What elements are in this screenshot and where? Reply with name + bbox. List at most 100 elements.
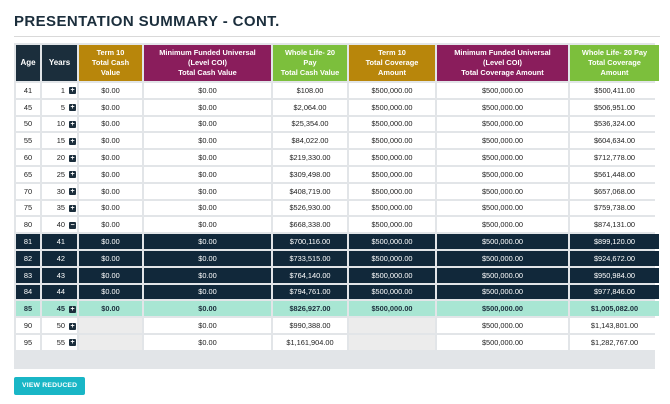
cell-age: 90: [16, 318, 40, 333]
cell-whole-life-coverage: $500,411.00: [570, 83, 659, 98]
expand-icon[interactable]: +: [69, 104, 76, 112]
cell-term10-cash-value: $0.00: [79, 200, 142, 216]
cell-age: 60: [16, 150, 40, 165]
expand-icon[interactable]: +: [69, 339, 76, 347]
cell-term10-cash-value: $0.00: [79, 183, 142, 199]
cell-whole-life-coverage: $712,778.00: [570, 150, 659, 165]
year-value: 30: [56, 186, 65, 196]
expand-icon[interactable]: +: [69, 137, 76, 145]
cell-age: 85: [16, 301, 40, 317]
cell-whole-life-cash-value: $526,930.00: [273, 200, 347, 216]
cell-term10-cash-value: [79, 334, 142, 350]
cell-age: 81: [16, 234, 40, 249]
cell-whole-life-coverage: $924,672.00: [570, 250, 659, 266]
table-row: 83 43 $0.00 $0.00 $764,140.00 $500,000.00 $500…: [16, 267, 659, 283]
cell-whole-life-cash-value: $219,330.00: [273, 150, 347, 165]
cell-age: 41: [16, 83, 40, 98]
table-row: 95 55 + $0.00 $1,161,904.00 $500,000.00 $1,282…: [16, 334, 659, 350]
expand-icon[interactable]: +: [69, 322, 76, 330]
year-value: 15: [56, 136, 65, 146]
cell-age: 55: [16, 133, 40, 149]
table-row: 50 10 + $0.00 $0.00 $25,354.00 $500,000.00 $500…: [16, 116, 659, 132]
expand-icon[interactable]: +: [69, 87, 76, 95]
cell-mfu-coverage: $500,000.00: [437, 301, 568, 317]
cell-age: 50: [16, 116, 40, 132]
cell-term10-cash-value: $0.00: [79, 83, 142, 98]
cell-mfu-coverage: $500,000.00: [437, 318, 568, 333]
cell-whole-life-cash-value: $733,515.00: [273, 250, 347, 266]
cell-mfu-cash-value: $0.00: [144, 250, 271, 266]
year-value: 25: [56, 169, 65, 179]
cell-term10-coverage: $500,000.00: [349, 250, 435, 266]
table-row: 55 15 + $0.00 $0.00 $84,022.00 $500,000.00 $500…: [16, 133, 659, 149]
cell-year: 41: [42, 234, 77, 249]
cell-whole-life-cash-value: $108.00: [273, 83, 347, 98]
cell-whole-life-cash-value: $700,116.00: [273, 234, 347, 249]
cell-age: 65: [16, 166, 40, 182]
cell-year: 50 +: [42, 318, 77, 333]
header-term10-coverage: Term 10 Total Coverage Amount: [349, 45, 435, 81]
year-value: 45: [56, 304, 65, 314]
page-title: PRESENTATION SUMMARY - CONT.: [14, 13, 280, 30]
cell-year: 55 +: [42, 334, 77, 350]
cell-year: 5 +: [42, 99, 77, 115]
year-value: 42: [56, 253, 65, 263]
header-term10-cash-value: Term 10 Total Cash Value: [79, 45, 142, 81]
cell-whole-life-cash-value: $2,064.00: [273, 99, 347, 115]
header-whole-life-cash-value: Whole Life- 20 Pay Total Cash Value: [273, 45, 347, 81]
expand-icon[interactable]: +: [69, 188, 76, 196]
cell-age: 75: [16, 200, 40, 216]
cell-year: 44: [42, 284, 77, 300]
cell-term10-cash-value: $0.00: [79, 150, 142, 165]
cell-age: 82: [16, 250, 40, 266]
cell-mfu-coverage: $500,000.00: [437, 116, 568, 132]
cell-whole-life-coverage: $1,143,801.00: [570, 318, 659, 333]
cell-mfu-coverage: $500,000.00: [437, 217, 568, 233]
cell-mfu-cash-value: $0.00: [144, 116, 271, 132]
year-value: 50: [56, 321, 65, 331]
cell-term10-coverage: $500,000.00: [349, 234, 435, 249]
expand-icon[interactable]: +: [69, 121, 76, 129]
cell-whole-life-coverage: $950,984.00: [570, 267, 659, 283]
cell-mfu-coverage: $500,000.00: [437, 200, 568, 216]
year-value: 20: [56, 153, 65, 163]
cell-term10-cash-value: $0.00: [79, 99, 142, 115]
cell-age: 80: [16, 217, 40, 233]
cell-mfu-coverage: $500,000.00: [437, 166, 568, 182]
cell-mfu-coverage: $500,000.00: [437, 234, 568, 249]
cell-year: 30 +: [42, 183, 77, 199]
cell-whole-life-cash-value: $408,719.00: [273, 183, 347, 199]
cell-term10-cash-value: $0.00: [79, 284, 142, 300]
table-row: 45 5 + $0.00 $0.00 $2,064.00 $500,000.00 $500,0…: [16, 99, 659, 115]
table-row: 82 42 $0.00 $0.00 $733,515.00 $500,000.00 $500…: [16, 250, 659, 266]
cell-whole-life-coverage: $561,448.00: [570, 166, 659, 182]
cell-term10-coverage: $500,000.00: [349, 116, 435, 132]
cell-term10-cash-value: $0.00: [79, 116, 142, 132]
cell-mfu-cash-value: $0.00: [144, 301, 271, 317]
view-reduced-button[interactable]: VIEW REDUCED: [14, 377, 86, 395]
cell-mfu-coverage: $500,000.00: [437, 150, 568, 165]
cell-mfu-coverage: $500,000.00: [437, 83, 568, 98]
cell-term10-coverage: $500,000.00: [349, 200, 435, 216]
expand-icon[interactable]: +: [69, 154, 76, 162]
year-value: 55: [56, 337, 65, 347]
collapse-icon[interactable]: −: [69, 221, 76, 229]
expand-icon[interactable]: +: [69, 305, 76, 313]
cell-term10-coverage: $500,000.00: [349, 133, 435, 149]
cell-year: 20 +: [42, 150, 77, 165]
header-mfu-cash-value: Minimum Funded Universal (Level COI) Tot…: [144, 45, 271, 81]
cell-age: 45: [16, 99, 40, 115]
cell-age: 84: [16, 284, 40, 300]
table-row: 75 35 + $0.00 $0.00 $526,930.00 $500,000.00 $50…: [16, 200, 659, 216]
cell-mfu-cash-value: $0.00: [144, 334, 271, 350]
cell-mfu-cash-value: $0.00: [144, 133, 271, 149]
cell-term10-cash-value: $0.00: [79, 133, 142, 149]
cell-whole-life-coverage: $899,120.00: [570, 234, 659, 249]
cell-mfu-cash-value: $0.00: [144, 83, 271, 98]
expand-icon[interactable]: +: [69, 205, 76, 213]
cell-mfu-coverage: $500,000.00: [437, 284, 568, 300]
table-row: 90 50 + $0.00 $990,388.00 $500,000.00 $1,143,8…: [16, 318, 659, 333]
table-row: 84 44 $0.00 $0.00 $794,761.00 $500,000.00 $500…: [16, 284, 659, 300]
cell-term10-coverage: $500,000.00: [349, 83, 435, 98]
expand-icon[interactable]: +: [69, 171, 76, 179]
